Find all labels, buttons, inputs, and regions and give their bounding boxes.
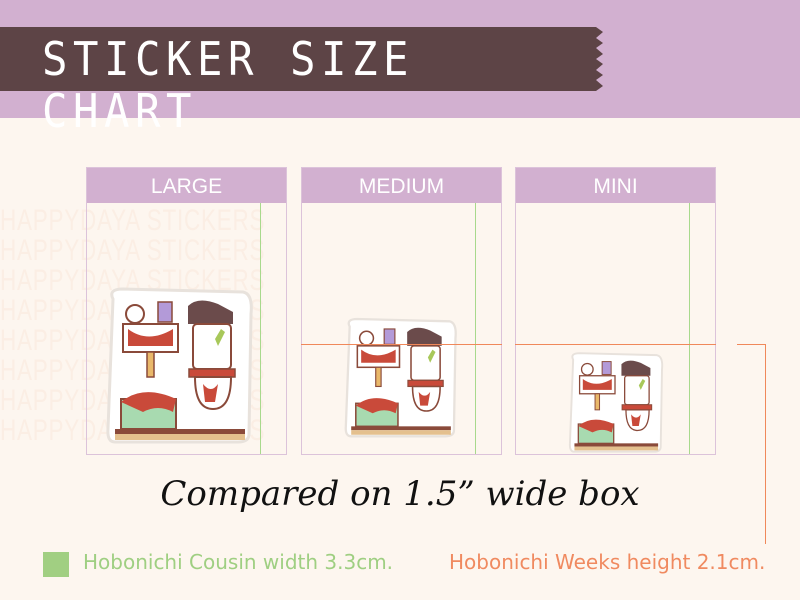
legend-weeks: Hobonichi Weeks height 2.1cm. (449, 550, 766, 574)
panel-mini: MINI (515, 167, 716, 455)
weeks-height-bracket (737, 344, 765, 345)
weeks-height-bracket-vertical (765, 344, 766, 544)
sticker-large (103, 283, 253, 445)
cousin-width-line (475, 203, 476, 454)
panel-medium: MEDIUM (301, 167, 502, 455)
weeks-height-line (301, 344, 502, 345)
cousin-width-line (689, 203, 690, 454)
panel-label: MINI (516, 168, 715, 203)
panel-label: MEDIUM (302, 168, 501, 203)
title-ribbon: STICKER SIZE CHART (0, 27, 605, 137)
legend-cousin: Hobonichi Cousin width 3.3cm. (83, 550, 394, 574)
sticker-medium (342, 314, 457, 439)
weeks-height-line (515, 344, 716, 345)
watermark-row: HAPPYDAYA STICKERS (0, 206, 266, 236)
cousin-width-line (260, 203, 261, 454)
watermark-row: HAPPYDAYA STICKERS (0, 236, 266, 266)
sticker-mini (565, 350, 665, 453)
ribbon-shape (0, 27, 603, 91)
page-title: STICKER SIZE CHART (42, 32, 414, 138)
caption: Compared on 1.5” wide box (160, 474, 640, 514)
panel-large: LARGE (86, 167, 287, 455)
legend-green-swatch (43, 552, 69, 577)
panel-label: LARGE (87, 168, 286, 203)
